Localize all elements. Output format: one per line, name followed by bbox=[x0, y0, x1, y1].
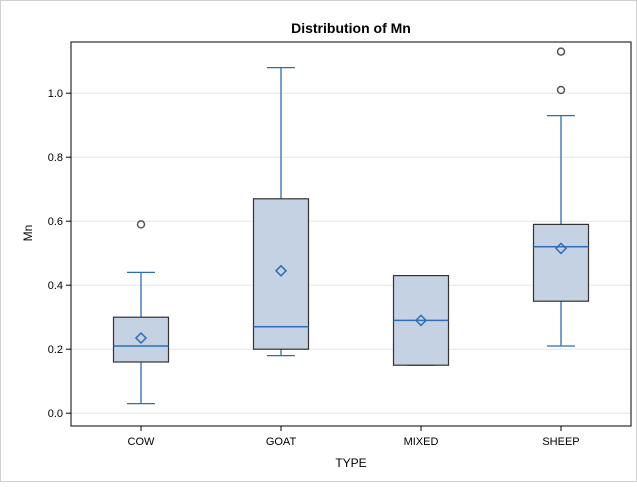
x-axis-label: TYPE bbox=[335, 456, 366, 470]
x-tick-label-cow: COW bbox=[128, 436, 156, 448]
outlier-point-cow bbox=[136, 220, 146, 229]
plot-frame bbox=[70, 41, 632, 427]
x-tick-label-sheep: SHEEP bbox=[542, 436, 579, 448]
x-tick-label-mixed: MIXED bbox=[404, 436, 439, 448]
mean-marker-goat bbox=[274, 264, 288, 277]
plot-area: 0.0 0.2 0.4 0.6 0.8 1.0 COW GOAT MIXED SHEEP bbox=[48, 41, 632, 448]
y-tick-label: 0.8 bbox=[48, 152, 63, 164]
box-sheep bbox=[532, 223, 590, 302]
y-tick-label: 1.0 bbox=[48, 88, 63, 100]
mean-marker-sheep bbox=[554, 242, 568, 255]
x-tick-label-goat: GOAT bbox=[266, 436, 297, 448]
box-cow bbox=[112, 316, 170, 363]
box-goat bbox=[252, 198, 310, 350]
y-tick-label: 0.4 bbox=[48, 280, 63, 292]
y-tick-label: 0.2 bbox=[48, 344, 63, 356]
outlier-point-sheep bbox=[556, 47, 566, 56]
mean-marker-mixed bbox=[414, 314, 428, 327]
chart-title: Distribution of Mn bbox=[291, 20, 411, 36]
y-tick-label: 0.0 bbox=[48, 408, 63, 420]
y-axis-label: Mn bbox=[21, 225, 35, 242]
y-tick-label: 0.6 bbox=[48, 216, 63, 228]
outlier-point-sheep bbox=[556, 85, 566, 95]
mean-marker-cow bbox=[134, 331, 148, 345]
